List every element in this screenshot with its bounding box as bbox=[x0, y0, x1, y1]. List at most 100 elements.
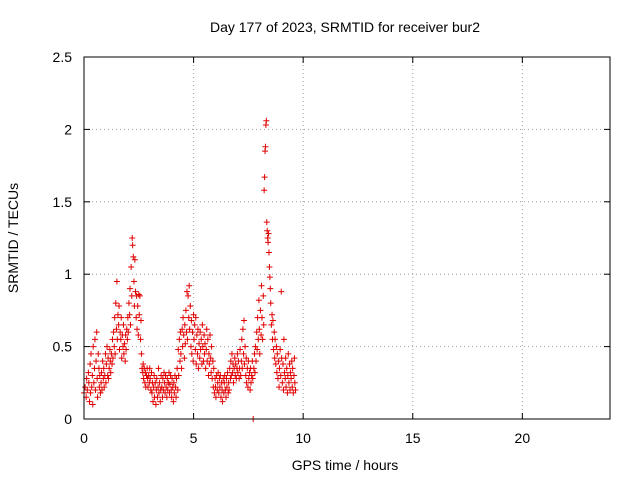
data-point bbox=[175, 346, 182, 353]
data-point bbox=[89, 372, 96, 379]
y-axis-label: SRMTID / TECUs bbox=[5, 183, 21, 293]
data-point bbox=[184, 288, 191, 295]
data-point bbox=[94, 394, 101, 401]
data-point bbox=[203, 326, 210, 333]
data-point bbox=[258, 314, 265, 321]
data-point bbox=[206, 360, 213, 367]
data-point bbox=[125, 300, 132, 307]
data-point bbox=[274, 375, 281, 382]
data-point bbox=[104, 372, 111, 379]
data-point bbox=[138, 350, 145, 357]
data-point bbox=[199, 321, 206, 328]
data-point bbox=[102, 379, 109, 386]
data-point bbox=[192, 314, 199, 321]
data-point bbox=[85, 379, 92, 386]
data-point bbox=[232, 360, 239, 367]
data-point bbox=[260, 321, 267, 328]
data-point bbox=[122, 332, 129, 339]
data-point bbox=[215, 389, 222, 396]
data-point bbox=[276, 365, 283, 372]
data-point bbox=[150, 398, 157, 405]
data-point bbox=[120, 321, 127, 328]
data-point bbox=[261, 174, 268, 181]
data-point bbox=[192, 346, 199, 353]
data-point bbox=[103, 360, 110, 367]
data-point bbox=[196, 355, 203, 362]
data-point bbox=[230, 379, 237, 386]
data-point bbox=[121, 340, 128, 347]
data-point bbox=[166, 369, 173, 376]
data-point bbox=[198, 360, 205, 367]
data-point bbox=[120, 343, 127, 350]
data-point bbox=[186, 326, 193, 333]
data-point bbox=[127, 285, 134, 292]
data-point bbox=[170, 398, 177, 405]
data-point bbox=[281, 369, 288, 376]
data-point bbox=[136, 292, 143, 299]
data-point bbox=[280, 336, 287, 343]
data-point bbox=[185, 314, 192, 321]
data-point bbox=[264, 227, 271, 234]
data-point bbox=[266, 274, 273, 281]
data-point bbox=[100, 365, 107, 372]
data-point bbox=[83, 375, 90, 382]
data-point bbox=[277, 372, 284, 379]
data-point bbox=[205, 372, 212, 379]
data-point bbox=[109, 360, 116, 367]
data-point bbox=[260, 292, 267, 299]
data-point bbox=[237, 372, 244, 379]
data-points bbox=[81, 117, 299, 422]
data-point bbox=[153, 375, 160, 382]
data-point bbox=[184, 336, 191, 343]
data-point bbox=[113, 278, 120, 285]
data-point bbox=[130, 278, 137, 285]
data-point bbox=[135, 332, 142, 339]
data-point bbox=[93, 329, 100, 336]
data-point bbox=[187, 303, 194, 310]
data-point bbox=[291, 379, 298, 386]
data-point bbox=[272, 336, 279, 343]
data-point bbox=[232, 372, 239, 379]
data-point bbox=[137, 336, 144, 343]
data-point bbox=[258, 282, 265, 289]
data-point bbox=[91, 336, 98, 343]
data-point bbox=[291, 355, 298, 362]
data-point bbox=[152, 401, 159, 408]
data-point bbox=[85, 369, 92, 376]
axis-ticks bbox=[83, 56, 610, 420]
data-point bbox=[268, 321, 275, 328]
data-point bbox=[280, 360, 287, 367]
data-point bbox=[267, 300, 274, 307]
data-point bbox=[147, 387, 154, 394]
data-point bbox=[110, 329, 117, 336]
data-point bbox=[273, 369, 280, 376]
data-point bbox=[290, 372, 297, 379]
data-point bbox=[210, 365, 217, 372]
data-point bbox=[225, 389, 232, 396]
data-point bbox=[234, 369, 241, 376]
data-point bbox=[196, 340, 203, 347]
data-point bbox=[186, 282, 193, 289]
data-point bbox=[280, 387, 287, 394]
data-point bbox=[277, 346, 284, 353]
data-point bbox=[170, 379, 177, 386]
data-point bbox=[190, 358, 197, 365]
data-point bbox=[174, 387, 181, 394]
data-point bbox=[87, 389, 94, 396]
data-point bbox=[208, 369, 215, 376]
data-point bbox=[256, 326, 263, 333]
data-point bbox=[130, 253, 137, 260]
data-point bbox=[180, 314, 187, 321]
data-point bbox=[113, 326, 120, 333]
data-point bbox=[92, 387, 99, 394]
data-point bbox=[146, 365, 153, 372]
data-point bbox=[142, 369, 149, 376]
y-tick-label: 0.5 bbox=[53, 339, 73, 355]
data-point bbox=[179, 326, 186, 333]
data-point bbox=[208, 343, 215, 350]
data-point bbox=[239, 365, 246, 372]
data-point bbox=[193, 332, 200, 339]
y-tick-label: 2 bbox=[64, 121, 72, 137]
data-point bbox=[203, 346, 210, 353]
data-point bbox=[272, 360, 279, 367]
